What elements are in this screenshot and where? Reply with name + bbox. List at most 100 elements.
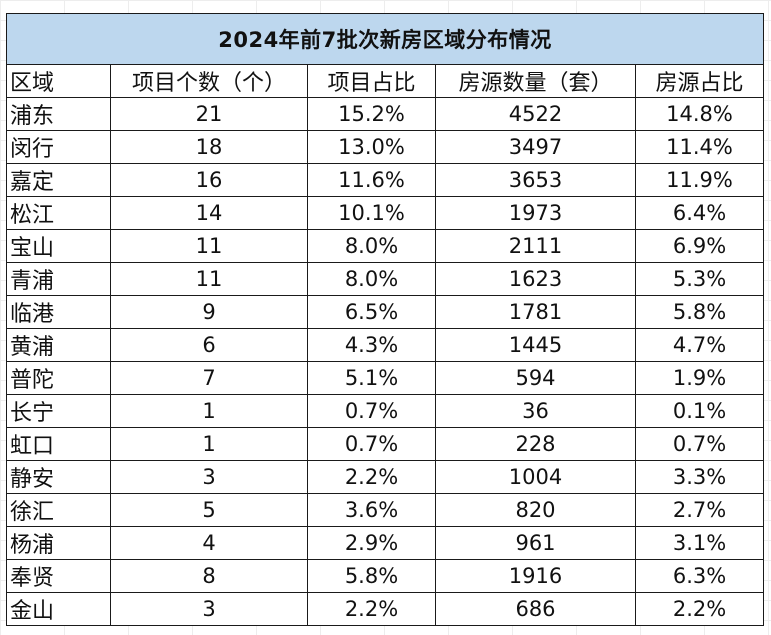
- cell-project-count[interactable]: 3: [110, 592, 308, 626]
- cell-unit-share[interactable]: 2.7%: [634, 493, 765, 527]
- header-cell-project-count[interactable]: 项目个数（个）: [110, 64, 308, 98]
- cell-unit-count[interactable]: 1781: [435, 295, 636, 329]
- cell-project-count[interactable]: 5: [110, 493, 308, 527]
- cell-unit-count[interactable]: 1916: [435, 559, 636, 593]
- table-row: 临港 9 6.5% 1781 5.8%: [6, 295, 765, 329]
- cell-project-count[interactable]: 11: [110, 229, 308, 263]
- cell-project-share[interactable]: 5.1%: [307, 361, 436, 395]
- cell-unit-count[interactable]: 686: [435, 592, 636, 626]
- cell-project-share[interactable]: 2.9%: [307, 526, 436, 560]
- cell-project-count[interactable]: 7: [110, 361, 308, 395]
- cell-project-count[interactable]: 8: [110, 559, 308, 593]
- cell-unit-count[interactable]: 228: [435, 427, 636, 461]
- cell-unit-share[interactable]: 4.7%: [634, 328, 765, 362]
- cell-project-share[interactable]: 5.8%: [307, 559, 436, 593]
- cell-project-count[interactable]: 9: [110, 295, 308, 329]
- cell-unit-share[interactable]: 14.8%: [634, 97, 765, 131]
- cell-project-share[interactable]: 10.1%: [307, 196, 436, 230]
- cell-unit-count[interactable]: 3497: [435, 130, 636, 164]
- table-row: 金山 3 2.2% 686 2.2%: [6, 592, 765, 626]
- table-title[interactable]: 2024年前7批次新房区域分布情况: [5, 13, 765, 65]
- cell-unit-share[interactable]: 0.7%: [634, 427, 765, 461]
- cell-region[interactable]: 普陀: [6, 361, 111, 395]
- cell-project-count[interactable]: 16: [110, 163, 308, 197]
- cell-unit-count[interactable]: 1973: [435, 196, 636, 230]
- cell-unit-share[interactable]: 1.9%: [634, 361, 765, 395]
- cell-region[interactable]: 嘉定: [6, 163, 111, 197]
- cell-unit-share[interactable]: 11.9%: [634, 163, 765, 197]
- cell-region[interactable]: 宝山: [6, 229, 111, 263]
- cell-region[interactable]: 杨浦: [6, 526, 111, 560]
- cell-project-share[interactable]: 2.2%: [307, 592, 436, 626]
- cell-project-count[interactable]: 3: [110, 460, 308, 494]
- cell-unit-count[interactable]: 4522: [435, 97, 636, 131]
- cell-unit-count[interactable]: 1445: [435, 328, 636, 362]
- cell-unit-count[interactable]: 1623: [435, 262, 636, 296]
- cell-region[interactable]: 静安: [6, 460, 111, 494]
- cell-region[interactable]: 金山: [6, 592, 111, 626]
- cell-project-share[interactable]: 6.5%: [307, 295, 436, 329]
- cell-region[interactable]: 长宁: [6, 394, 111, 428]
- cell-project-share[interactable]: 15.2%: [307, 97, 436, 131]
- header-cell-project-share[interactable]: 项目占比: [307, 64, 436, 98]
- header-row: 区域 项目个数（个） 项目占比 房源数量（套） 房源占比: [6, 64, 765, 98]
- cell-region[interactable]: 黄浦: [6, 328, 111, 362]
- cell-unit-count[interactable]: 594: [435, 361, 636, 395]
- cell-project-count[interactable]: 1: [110, 427, 308, 461]
- cell-unit-share[interactable]: 3.1%: [634, 526, 765, 560]
- cell-region[interactable]: 徐汇: [6, 493, 111, 527]
- cell-project-share[interactable]: 8.0%: [307, 229, 436, 263]
- cell-project-share[interactable]: 3.6%: [307, 493, 436, 527]
- cell-unit-count[interactable]: 2111: [435, 229, 636, 263]
- cell-unit-share[interactable]: 6.3%: [634, 559, 765, 593]
- cell-project-count[interactable]: 14: [110, 196, 308, 230]
- cell-unit-count[interactable]: 1004: [435, 460, 636, 494]
- cell-project-share[interactable]: 0.7%: [307, 427, 436, 461]
- header-cell-unit-share[interactable]: 房源占比: [634, 64, 765, 98]
- cell-region[interactable]: 松江: [6, 196, 111, 230]
- table-row: 静安 3 2.2% 1004 3.3%: [6, 460, 765, 494]
- cell-region[interactable]: 浦东: [6, 97, 111, 131]
- cell-region[interactable]: 虹口: [6, 427, 111, 461]
- table-row: 虹口 1 0.7% 228 0.7%: [6, 427, 765, 461]
- cell-unit-share[interactable]: 6.9%: [634, 229, 765, 263]
- cell-unit-share[interactable]: 5.8%: [634, 295, 765, 329]
- cell-project-count[interactable]: 21: [110, 97, 308, 131]
- cell-project-share[interactable]: 11.6%: [307, 163, 436, 197]
- table-row: 嘉定 16 11.6% 3653 11.9%: [6, 163, 765, 197]
- cell-region[interactable]: 青浦: [6, 262, 111, 296]
- cell-project-count[interactable]: 6: [110, 328, 308, 362]
- cell-project-share[interactable]: 0.7%: [307, 394, 436, 428]
- cell-region[interactable]: 奉贤: [6, 559, 111, 593]
- cell-project-share[interactable]: 13.0%: [307, 130, 436, 164]
- cell-unit-share[interactable]: 3.3%: [634, 460, 765, 494]
- cell-unit-share[interactable]: 5.3%: [634, 262, 765, 296]
- cell-project-share[interactable]: 2.2%: [307, 460, 436, 494]
- cell-project-count[interactable]: 18: [110, 130, 308, 164]
- title-row: 2024年前7批次新房区域分布情况: [5, 13, 765, 65]
- cell-unit-count[interactable]: 820: [435, 493, 636, 527]
- table-row: 长宁 1 0.7% 36 0.1%: [6, 394, 765, 428]
- cell-project-count[interactable]: 11: [110, 262, 308, 296]
- table-row: 普陀 7 5.1% 594 1.9%: [6, 361, 765, 395]
- cell-project-count[interactable]: 4: [110, 526, 308, 560]
- cell-unit-share[interactable]: 11.4%: [634, 130, 765, 164]
- table-row: 松江 14 10.1% 1973 6.4%: [6, 196, 765, 230]
- cell-project-share[interactable]: 4.3%: [307, 328, 436, 362]
- table-row: 青浦 11 8.0% 1623 5.3%: [6, 262, 765, 296]
- cell-project-share[interactable]: 8.0%: [307, 262, 436, 296]
- cell-region[interactable]: 临港: [6, 295, 111, 329]
- cell-region[interactable]: 闵行: [6, 130, 111, 164]
- cell-unit-count[interactable]: 961: [435, 526, 636, 560]
- cell-unit-share[interactable]: 6.4%: [634, 196, 765, 230]
- table-row: 宝山 11 8.0% 2111 6.9%: [6, 229, 765, 263]
- cell-unit-count[interactable]: 36: [435, 394, 636, 428]
- header-cell-region[interactable]: 区域: [6, 64, 111, 98]
- cell-unit-share[interactable]: 0.1%: [634, 394, 765, 428]
- cell-unit-share[interactable]: 2.2%: [634, 592, 765, 626]
- cell-unit-count[interactable]: 3653: [435, 163, 636, 197]
- header-cell-unit-count[interactable]: 房源数量（套）: [435, 64, 636, 98]
- cell-project-count[interactable]: 1: [110, 394, 308, 428]
- table-row: 徐汇 5 3.6% 820 2.7%: [6, 493, 765, 527]
